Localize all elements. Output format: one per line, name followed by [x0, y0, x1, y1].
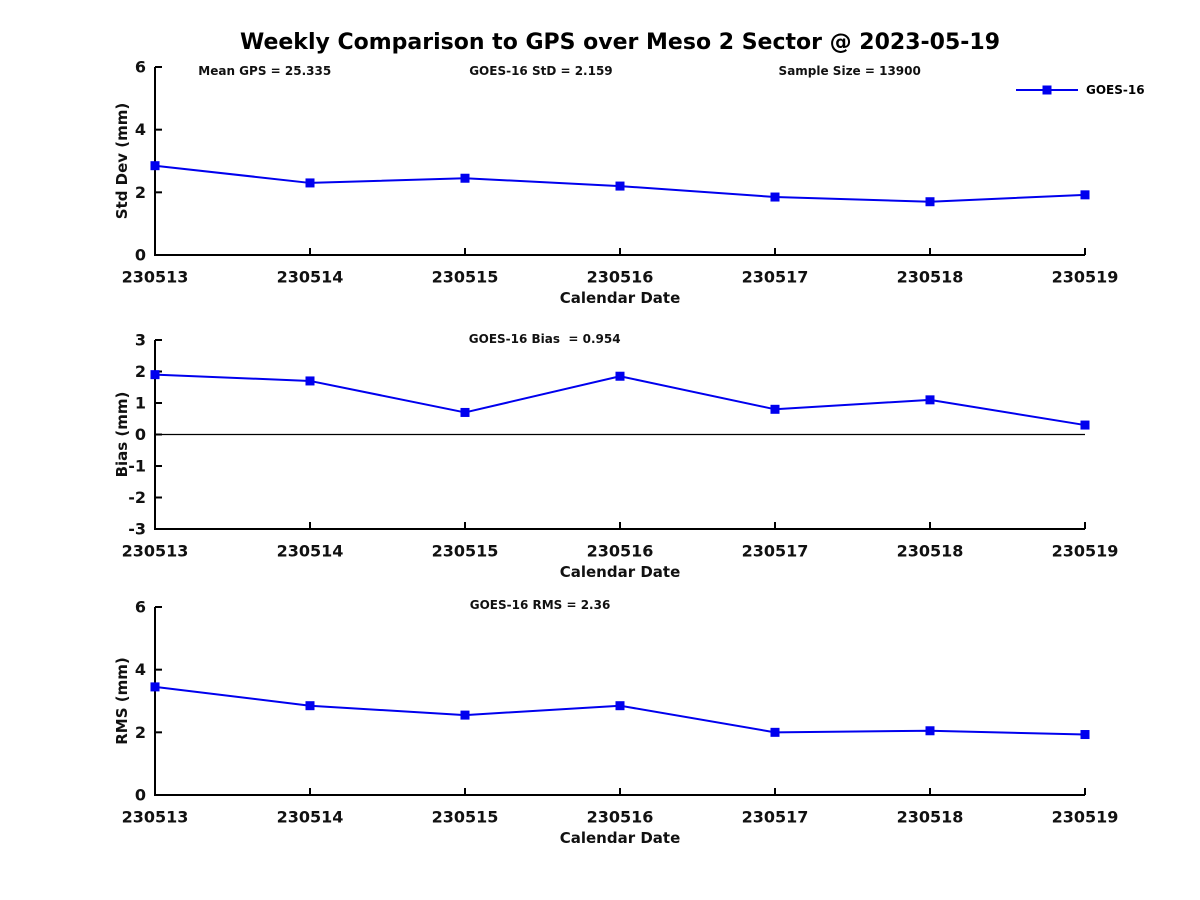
- x-tick-label: 230518: [897, 542, 964, 561]
- y-tick-label: 6: [135, 58, 146, 77]
- data-point-marker: [615, 371, 625, 381]
- y-tick-label: 4: [135, 120, 146, 139]
- y-axis-label: RMS (mm): [113, 657, 131, 744]
- data-point-marker: [305, 376, 315, 386]
- data-point-marker: [925, 395, 935, 405]
- data-point-marker: [1080, 730, 1090, 740]
- data-point-marker: [460, 173, 470, 183]
- annotation: GOES-16 StD = 2.159: [469, 64, 612, 78]
- annotation: Sample Size = 13900: [779, 64, 921, 78]
- x-tick-label: 230514: [277, 542, 344, 561]
- y-tick-label: -1: [128, 457, 146, 476]
- data-point-marker: [615, 181, 625, 191]
- x-tick-label: 230519: [1052, 808, 1119, 827]
- annotation: Mean GPS = 25.335: [198, 64, 331, 78]
- x-axis-label: Calendar Date: [560, 829, 681, 847]
- series-line-goes-16: [154, 685, 1086, 736]
- data-point-marker: [1080, 420, 1090, 430]
- legend-label: GOES-16: [1086, 83, 1145, 97]
- data-point-marker: [615, 701, 625, 711]
- y-tick-label: 2: [135, 183, 146, 202]
- y-tick-label: 6: [135, 598, 146, 617]
- x-tick-label: 230517: [742, 268, 809, 287]
- annotation: GOES-16 Bias = 0.954: [469, 332, 621, 346]
- data-point-marker: [305, 701, 315, 711]
- y-tick-label: 0: [135, 246, 146, 265]
- data-point-marker: [925, 726, 935, 736]
- legend: GOES-16: [1016, 83, 1145, 97]
- subplot-bias: 3 2 1 0 -1 -2 -3 230513 230514 230515 230516 230517…: [113, 331, 1118, 582]
- x-axis-label: Calendar Date: [560, 563, 681, 581]
- x-tick-label: 230519: [1052, 542, 1119, 561]
- x-tick-label: 230514: [277, 268, 344, 287]
- data-point-marker: [150, 161, 160, 171]
- data-point-marker: [150, 370, 160, 380]
- x-tick-label: 230518: [897, 268, 964, 287]
- x-axis-label: Calendar Date: [560, 289, 681, 307]
- data-point-marker: [460, 407, 470, 417]
- x-tick-label: 230515: [432, 268, 499, 287]
- y-tick-label: 1: [135, 394, 146, 413]
- y-axis-label: Bias (mm): [113, 392, 131, 478]
- y-tick-label: 0: [135, 425, 146, 444]
- x-tick-label: 230513: [122, 268, 189, 287]
- legend-square-marker-icon: [1042, 85, 1052, 95]
- data-point-marker: [150, 682, 160, 692]
- data-point-marker: [460, 710, 470, 720]
- x-tick-label: 230514: [277, 808, 344, 827]
- x-tick-label: 230518: [897, 808, 964, 827]
- y-tick-label: 2: [135, 362, 146, 381]
- y-tick-label: -2: [128, 488, 146, 507]
- data-point-marker: [770, 727, 780, 737]
- annotation: GOES-16 RMS = 2.36: [470, 598, 611, 612]
- data-point-marker: [305, 178, 315, 188]
- subplot-stddev: 0 2 4 6 230513 230514 230515 230516 230517 230518…: [113, 58, 1118, 308]
- x-tick-label: 230517: [742, 542, 809, 561]
- y-tick-label: 4: [135, 660, 146, 679]
- x-tick-label: 230516: [587, 542, 654, 561]
- x-tick-label: 230513: [122, 808, 189, 827]
- x-tick-label: 230517: [742, 808, 809, 827]
- x-tick-label: 230519: [1052, 268, 1119, 287]
- x-tick-label: 230513: [122, 542, 189, 561]
- data-point-marker: [1080, 190, 1090, 200]
- data-point-marker: [770, 404, 780, 414]
- y-tick-label: -3: [128, 520, 146, 539]
- y-axis-label: Std Dev (mm): [113, 103, 131, 220]
- x-tick-label: 230515: [432, 542, 499, 561]
- subplot-rms: 0 2 4 6 230513 230514 230515 230516 230517 230518…: [113, 598, 1118, 848]
- y-tick-label: 3: [135, 331, 146, 350]
- legend-line-icon: [1016, 85, 1078, 95]
- data-point-marker: [925, 197, 935, 207]
- figure-title: Weekly Comparison to GPS over Meso 2 Sec…: [239, 30, 1001, 55]
- y-tick-label: 0: [135, 786, 146, 805]
- x-tick-label: 230515: [432, 808, 499, 827]
- x-tick-label: 230516: [587, 268, 654, 287]
- y-tick-label: 2: [135, 723, 146, 742]
- x-tick-label: 230516: [587, 808, 654, 827]
- series-line-goes-16: [154, 373, 1086, 427]
- data-point-marker: [770, 192, 780, 202]
